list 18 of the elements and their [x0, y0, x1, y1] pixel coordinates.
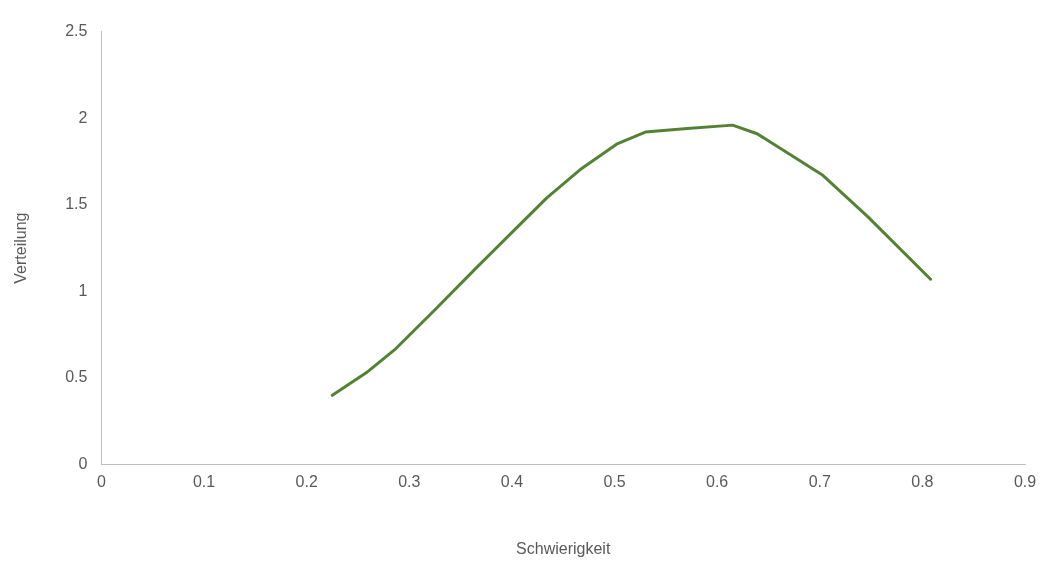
x-tick-label: 0.3 — [398, 472, 421, 490]
x-tick-label: 0.1 — [192, 472, 216, 490]
y-tick-label: 0 — [78, 455, 88, 473]
x-tick-label: 0.9 — [1013, 472, 1037, 490]
x-tick-label: 0.8 — [911, 472, 934, 490]
x-tick-label: 0.6 — [706, 472, 729, 490]
y-axis-title: Verteilung — [12, 212, 30, 284]
y-tick-label: 1.5 — [65, 195, 88, 213]
y-tick-label: 2 — [78, 108, 88, 126]
x-tick-label: 0.5 — [603, 472, 626, 490]
x-tick-label: 0.2 — [295, 472, 318, 490]
y-tick-label: 1 — [78, 281, 88, 299]
x-tick-label: 0 — [96, 472, 106, 490]
y-tick-label: 2.5 — [65, 22, 88, 40]
y-tick-label: 0.5 — [65, 368, 88, 386]
x-tick-label: 0.4 — [500, 472, 524, 490]
x-tick-label: 0.7 — [808, 472, 831, 490]
x-axis-title: Schwierigkeit — [516, 539, 611, 557]
